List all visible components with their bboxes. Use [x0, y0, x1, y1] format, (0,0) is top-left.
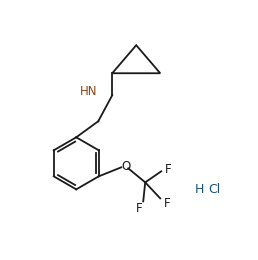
Text: H: H — [195, 183, 204, 196]
Text: F: F — [164, 197, 170, 210]
Text: HN: HN — [79, 85, 97, 98]
Text: F: F — [136, 203, 143, 216]
Text: Cl: Cl — [208, 183, 220, 196]
Text: F: F — [165, 163, 172, 176]
Text: O: O — [122, 160, 131, 173]
